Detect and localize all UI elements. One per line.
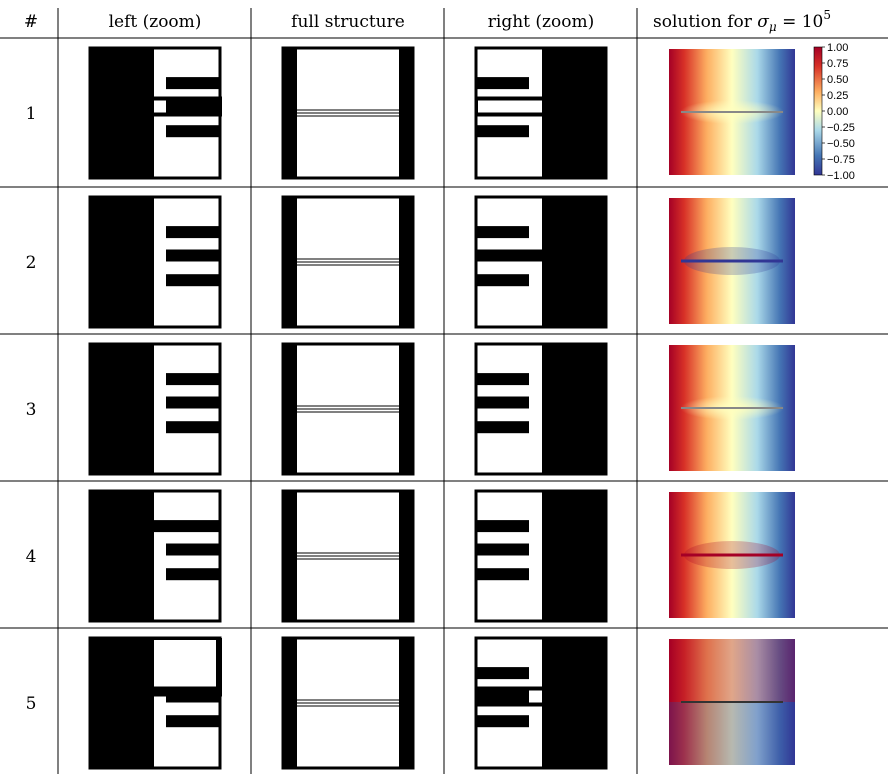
colorbar-tick-label: 0.75 (827, 58, 848, 70)
table-row: 1 (26, 46, 795, 180)
row-number: 1 (26, 104, 37, 124)
right-zoom-image (474, 195, 608, 329)
colorbar-tick-label: −0.25 (827, 122, 855, 134)
colorbar-tick-label: 0.00 (827, 106, 848, 118)
colorbar-tick-label: −0.75 (827, 154, 855, 166)
solution-field-image (669, 639, 795, 765)
right-zoom-image (474, 342, 608, 476)
table-row: 5 (26, 636, 795, 770)
row-number: 2 (26, 253, 37, 273)
table-row: 2 (26, 195, 795, 329)
right-zoom-image (474, 46, 608, 180)
table-row: 3 (26, 342, 795, 476)
right-zoom-image (474, 636, 608, 770)
colorbar: 1.00 0.75 0.50 0.25 0.00 −0.25 −0.50 −0.75 −1.00 (813, 42, 855, 182)
full-structure-image (281, 342, 415, 476)
header-left: left (zoom) (109, 12, 202, 32)
left-zoom-image (88, 195, 222, 329)
row-number: 3 (26, 400, 37, 420)
table-body: 1 2 3 4 5 (26, 46, 795, 770)
table-header: # left (zoom) full structure right (zoom… (24, 8, 831, 34)
table-grid (0, 8, 888, 774)
header-right: right (zoom) (488, 12, 594, 32)
full-structure-image (281, 636, 415, 770)
left-zoom-image (88, 636, 222, 770)
colorbar-tick-label: −1.00 (827, 170, 855, 182)
header-full: full structure (291, 12, 405, 32)
solution-field-image (669, 49, 795, 175)
solution-field-image (669, 492, 795, 618)
full-structure-image (281, 46, 415, 180)
left-zoom-image (88, 46, 222, 180)
colorbar-scale (813, 46, 823, 176)
full-structure-image (281, 195, 415, 329)
row-number: 5 (26, 694, 37, 714)
left-zoom-image (88, 342, 222, 476)
header-number: # (24, 12, 38, 32)
left-zoom-image (88, 489, 222, 623)
colorbar-tick-label: 1.00 (827, 42, 848, 54)
right-zoom-image (474, 489, 608, 623)
colorbar-tick-label: −0.50 (827, 138, 855, 150)
colorbar-tick-label: 0.50 (827, 74, 848, 86)
full-structure-image (281, 489, 415, 623)
solution-field-image (669, 198, 795, 324)
row-number: 4 (26, 547, 37, 567)
table-row: 4 (26, 489, 795, 623)
header-solution: solution for σμ = 105 (653, 8, 831, 34)
colorbar-tick-label: 0.25 (827, 90, 848, 102)
solution-field-image (669, 345, 795, 471)
